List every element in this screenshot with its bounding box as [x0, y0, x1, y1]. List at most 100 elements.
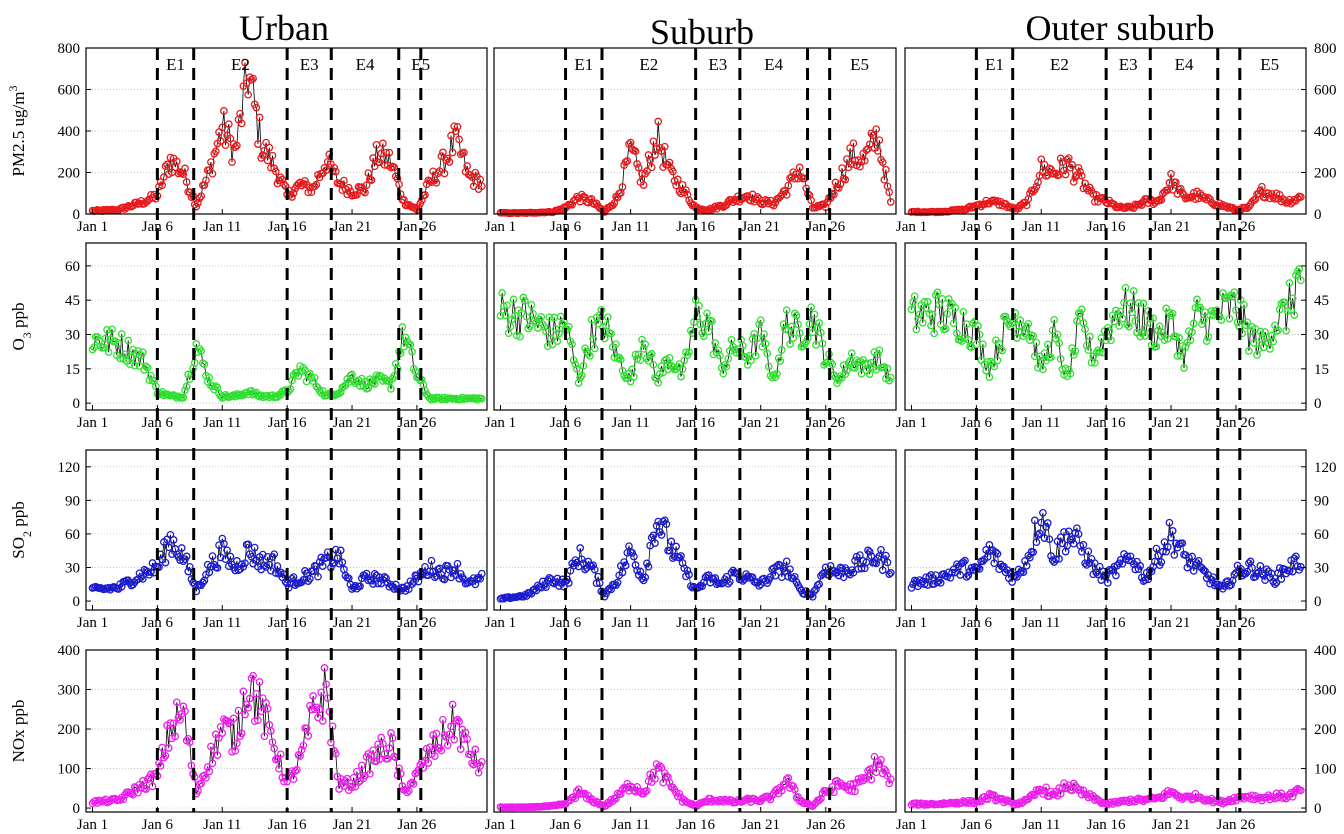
- x-tick-label: Jan 21: [333, 219, 372, 235]
- data-point: [834, 571, 843, 580]
- data-point: [880, 175, 889, 184]
- data-point: [1061, 170, 1070, 179]
- data-point: [456, 745, 465, 753]
- data-point: [1090, 559, 1099, 568]
- data-point: [245, 694, 254, 703]
- data-point: [443, 562, 452, 570]
- data-point: [348, 783, 356, 792]
- data-point: [716, 351, 724, 360]
- data-point: [633, 160, 641, 168]
- data-point: [1251, 195, 1260, 204]
- data-point: [660, 516, 669, 525]
- data-point: [522, 312, 531, 321]
- y-tick-label: 120: [58, 460, 81, 476]
- data-point: [949, 319, 958, 328]
- data-point: [1290, 554, 1299, 563]
- data-point: [782, 191, 791, 199]
- episode-label: E3: [1119, 55, 1138, 74]
- data-point: [289, 573, 298, 581]
- data-point: [807, 303, 815, 312]
- data-point: [460, 148, 468, 157]
- data-point: [748, 335, 757, 343]
- y-tick-label: 0: [73, 594, 81, 610]
- data-point: [1034, 363, 1042, 372]
- data-point: [511, 311, 519, 320]
- data-point: [1084, 346, 1093, 355]
- y-tick-label: 400: [58, 643, 81, 659]
- data-point: [872, 365, 881, 374]
- data-point: [843, 155, 851, 163]
- x-tick-label: Jan 16: [1087, 219, 1126, 235]
- data-point: [260, 561, 269, 570]
- data-point: [403, 788, 412, 797]
- data-point: [851, 556, 859, 565]
- data-point: [856, 551, 864, 559]
- panel-so2-col2: Jan 1 Jan 6 Jan 11 Jan 16 Jan 21 Jan 26 0 30 60 9…: [896, 449, 1337, 631]
- y-tick-label: 200: [1314, 166, 1337, 182]
- data-point: [1139, 299, 1148, 308]
- data-point: [421, 562, 429, 571]
- data-point: [1089, 190, 1098, 198]
- data-point: [409, 578, 418, 586]
- y-tick-label: 400: [58, 124, 81, 140]
- data-point: [864, 546, 872, 555]
- data-point: [267, 727, 275, 735]
- data-point: [297, 746, 306, 754]
- data-point: [983, 553, 992, 561]
- data-point: [330, 163, 339, 172]
- data-point: [171, 732, 180, 741]
- x-tick-label: Jan 26: [1217, 817, 1256, 833]
- y-tick-label: 600: [58, 83, 81, 99]
- data-point: [364, 384, 373, 392]
- x-tick-label: Jan 16: [1087, 415, 1126, 431]
- data-point: [200, 181, 209, 190]
- data-point: [1274, 569, 1282, 577]
- data-point: [993, 356, 1002, 365]
- data-point: [675, 789, 684, 798]
- data-point: [244, 90, 253, 99]
- data-point: [851, 787, 859, 796]
- x-tick-label: Jan 21: [333, 817, 372, 833]
- data-point: [450, 735, 459, 744]
- data-point: [857, 158, 866, 166]
- data-point: [466, 750, 475, 759]
- data-point: [234, 706, 243, 715]
- data-point: [843, 366, 851, 375]
- data-point: [951, 304, 960, 312]
- data-point: [1266, 194, 1274, 203]
- data-point: [886, 198, 895, 206]
- data-point: [271, 167, 280, 176]
- x-tick-label: Jan 6: [961, 415, 993, 431]
- data-point: [320, 664, 329, 672]
- data-point: [205, 767, 214, 776]
- data-point: [882, 165, 890, 174]
- data-point: [1042, 523, 1050, 531]
- x-tick-label: Jan 11: [612, 817, 650, 833]
- data-point: [213, 751, 222, 759]
- data-point: [1076, 167, 1085, 176]
- y-tick-label: 200: [58, 166, 81, 182]
- panel-grid: Jan 1 Jan 6 Jan 11 Jan 16 Jan 21 Jan 26 0 200 40…: [6, 41, 1337, 833]
- data-point: [194, 199, 202, 207]
- data-point: [649, 137, 658, 146]
- data-point: [1116, 556, 1125, 564]
- data-point: [1008, 319, 1016, 328]
- data-point: [306, 369, 314, 378]
- data-point: [213, 564, 222, 572]
- data-point: [255, 678, 264, 686]
- y-tick-label: 120: [1314, 460, 1337, 476]
- data-point: [197, 192, 206, 201]
- data-point: [815, 319, 824, 327]
- data-point: [1162, 547, 1171, 556]
- data-point: [270, 744, 279, 753]
- data-point: [764, 362, 773, 371]
- data-point: [1123, 320, 1132, 329]
- data-point: [202, 176, 210, 185]
- data-point: [953, 560, 961, 569]
- data-point: [1230, 570, 1239, 579]
- panel-nox-col0: Jan 1 Jan 6 Jan 11 Jan 16 Jan 21 Jan 26 0 100 20…: [58, 643, 488, 833]
- data-point: [1167, 169, 1175, 178]
- data-point: [1163, 543, 1172, 551]
- data-point: [957, 799, 966, 807]
- data-point: [935, 300, 943, 309]
